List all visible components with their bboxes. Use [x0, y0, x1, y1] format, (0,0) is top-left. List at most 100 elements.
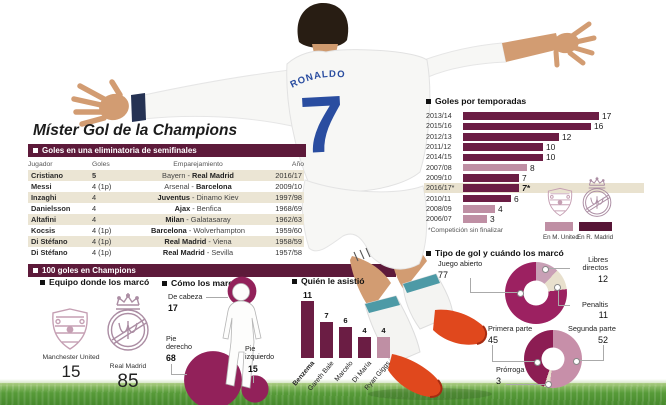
leader-line — [492, 345, 493, 362]
cell-pairing: Real Madrid - Sevilla — [162, 248, 234, 257]
cell-year: 1957/58 — [275, 248, 302, 257]
leader-line — [558, 288, 559, 305]
cell-goals: 4 (1p) — [92, 237, 112, 246]
season-value: 10 — [546, 142, 556, 153]
label-libres-directos: Libres directos — [582, 255, 608, 273]
bullet-square-icon — [40, 279, 45, 285]
cell-pairing: Arsenal - Barcelona — [164, 182, 232, 191]
leader-line — [578, 360, 604, 361]
leader-line — [548, 268, 570, 269]
real-madrid-crest-icon — [107, 292, 149, 351]
figure-head — [232, 283, 250, 301]
label-prorroga: Prórroga — [496, 365, 525, 374]
season-row: 2013/14 17 — [426, 111, 644, 121]
table-row: Di Stéfano 4 (1p) Real Madrid - Viena 1958/… — [28, 236, 304, 247]
leader-line — [492, 361, 536, 362]
leader-line — [470, 292, 518, 293]
cell-year: 1958/59 — [275, 237, 302, 246]
leader-dot — [545, 381, 552, 388]
cell-year: 1962/63 — [275, 215, 302, 224]
label-pie-izquierdo: Pie izquierdo — [245, 344, 275, 362]
value-segunda-parte: 52 — [597, 335, 608, 345]
assist-bar: 11 Benzema — [292, 290, 317, 388]
assist-bar: 4 Di María — [351, 326, 373, 384]
label-penaltis: Penaltis — [582, 300, 608, 309]
assist-bar: 4 Ryan Giggs — [364, 326, 392, 392]
legend-swatch-madrid — [579, 222, 612, 231]
season-row: 2007/08 8 — [426, 162, 644, 173]
season-value: 12 — [562, 131, 572, 142]
season-bar — [463, 132, 559, 141]
hundred-goals-header-text: 100 goles en Champions — [42, 266, 136, 275]
body-figure — [184, 276, 269, 405]
bullet-square-icon — [426, 250, 431, 256]
cell-player: Altafini — [31, 215, 57, 224]
cell-pairing: Ajax - Benfica — [174, 204, 222, 213]
leader-dot — [542, 266, 549, 273]
season-label: 2010/11 — [426, 194, 452, 203]
shirt-name: RONALDO — [289, 69, 347, 91]
table-row: Altafini 4 Milan - Galatasaray 1962/63 — [28, 214, 304, 225]
right-hand — [553, 21, 597, 68]
leader-line — [253, 375, 254, 383]
leader-line — [171, 364, 172, 374]
season-bar — [463, 194, 511, 203]
manchester-united-crest-icon — [52, 308, 88, 350]
cell-pairing: Milan - Galatasaray — [165, 215, 231, 224]
season-row: 2009/10 7 — [426, 173, 644, 183]
cell-goals: 4 (1p) — [92, 248, 112, 257]
player-neck — [312, 44, 338, 58]
bullet-square-icon — [162, 280, 167, 286]
cell-year: 1968/69 — [275, 204, 302, 213]
legend-label-united: En M. United — [543, 234, 579, 241]
goal-type-panel: Tipo de gol y cuándo los marcó Juego abi… — [426, 248, 666, 405]
assists-title: Quién le asistió — [301, 276, 365, 286]
how-scored-title: Cómo los marcó — [171, 278, 239, 288]
season-label: 2012/13 — [426, 132, 452, 141]
bullet-square-icon — [426, 98, 431, 104]
season-value: 10 — [546, 152, 556, 163]
cell-player: Inzaghi — [31, 193, 57, 202]
teams-header: Equipo donde los marcó — [40, 277, 149, 287]
label-juego-abierto: Juego abierto — [438, 259, 483, 268]
season-row: 2016/17* 7* — [424, 183, 644, 194]
left-sleeve — [142, 69, 293, 127]
season-value: 17 — [602, 111, 612, 122]
assist-bar: 6 Marcelo — [333, 316, 354, 383]
season-bar — [463, 184, 519, 193]
season-label: 2013/14 — [426, 112, 452, 121]
table-row: Inzaghi 4 Juventus - Dinamo Kiev 1997/98 — [28, 192, 304, 203]
value-primera-parte: 45 — [488, 335, 499, 345]
leader-line — [171, 374, 187, 375]
season-row: 2014/15 10 — [426, 152, 644, 162]
assists-header: Quién le asistió — [292, 276, 365, 286]
value-pie-derecho: 68 — [166, 353, 176, 363]
team-name-united: Manchester United — [42, 354, 100, 361]
table-column-headers: Jugador Goles Emparejamiento Año — [28, 159, 304, 169]
cell-player: Di Stéfano — [31, 237, 68, 246]
cell-player: Cristiano — [31, 171, 64, 180]
player-shirt — [286, 49, 431, 193]
manchester-united-crest-icon — [547, 187, 573, 217]
goal-type-donut — [505, 262, 567, 324]
assists-bars: 11 Benzema 7 Gareth Bale 6 Marcelo 4 Di María 4 R… — [292, 290, 401, 392]
value-penaltis: 11 — [598, 310, 608, 320]
season-row: 2008/09 4 — [426, 204, 644, 214]
cell-goals: 4 — [92, 215, 97, 224]
season-value: 3 — [490, 214, 495, 225]
season-label: 2014/15 — [426, 153, 452, 162]
leader-line — [206, 297, 228, 298]
season-bar — [463, 205, 495, 213]
table-row: Messi 4 (1p) Arsenal - Barcelona 2009/10 — [28, 181, 304, 192]
season-label: 2011/12 — [426, 143, 452, 152]
cell-goals: 4 — [92, 193, 97, 202]
semifinal-table-body: Cristiano 5 Bayern - Real Madrid 2016/17 Mes… — [28, 170, 304, 258]
leader-line — [558, 305, 570, 306]
semifinal-table-header-bar: Goles en una eliminatoria de semifinales — [28, 144, 306, 157]
table-row: Kocsis 4 (1p) Barcelona - Wolverhampton 195… — [28, 225, 304, 236]
wristband — [131, 93, 146, 122]
value-de-cabeza: 17 — [168, 303, 178, 313]
figure-body — [222, 300, 262, 389]
label-de-cabeza: De cabeza — [168, 292, 203, 301]
